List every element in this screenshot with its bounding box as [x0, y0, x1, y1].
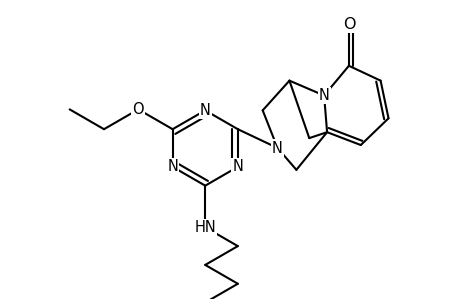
Text: N: N	[167, 159, 178, 174]
Text: HN: HN	[194, 220, 216, 235]
Text: N: N	[318, 88, 329, 103]
Text: N: N	[232, 159, 243, 174]
Text: O: O	[342, 17, 354, 32]
Text: N: N	[272, 140, 282, 155]
Text: N: N	[199, 103, 210, 118]
Text: O: O	[132, 102, 144, 117]
